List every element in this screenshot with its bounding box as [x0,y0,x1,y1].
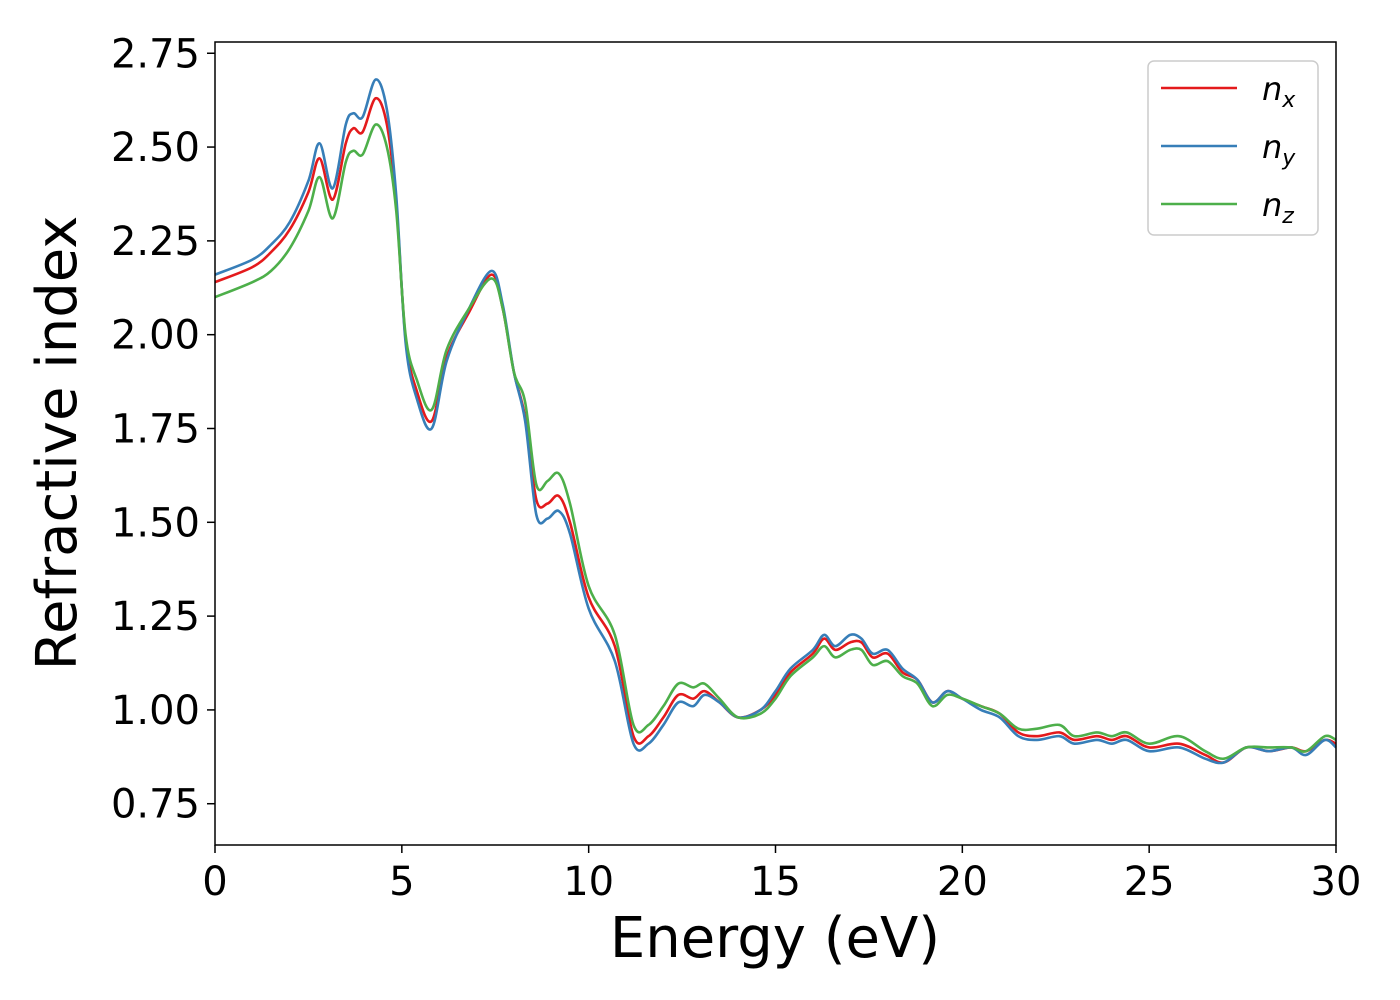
series-line-ny [214,78,1337,765]
legend: nx ny nz [1147,60,1319,236]
y-tick-label: 1.25 [111,594,200,640]
x-tick-label: 0 [202,859,227,905]
x-axis: 0 5 10 15 20 25 30 [202,845,1361,905]
y-tick-label: 2.50 [111,125,200,171]
x-tick-label: 20 [937,859,988,905]
legend-box [1147,60,1319,236]
y-axis-label: Refractive index [25,216,90,671]
y-tick-label: 2.75 [111,31,200,77]
x-tick-label: 30 [1311,859,1362,905]
x-tick-label: 25 [1124,859,1175,905]
series-line-nz [214,123,1337,761]
x-tick-label: 10 [563,859,614,905]
x-tick-label: 5 [389,859,414,905]
series-layer [214,78,1337,765]
legend-label-nx: nx [1262,70,1296,113]
y-tick-label: 1.50 [111,500,200,546]
y-tick-label: 2.25 [111,219,200,265]
y-tick-label: 0.75 [111,782,200,828]
y-tick-label: 1.00 [111,688,200,734]
legend-label-nz: nz [1262,186,1294,229]
x-tick-label: 15 [750,859,801,905]
x-axis-label: Energy (eV) [610,906,940,971]
y-axis: 0.75 1.00 1.25 1.50 1.75 2.00 2.25 2.50 2.75 [111,31,215,828]
legend-label-ny: ny [1262,128,1296,171]
y-tick-label: 2.00 [111,313,200,359]
y-tick-label: 1.75 [111,406,200,452]
